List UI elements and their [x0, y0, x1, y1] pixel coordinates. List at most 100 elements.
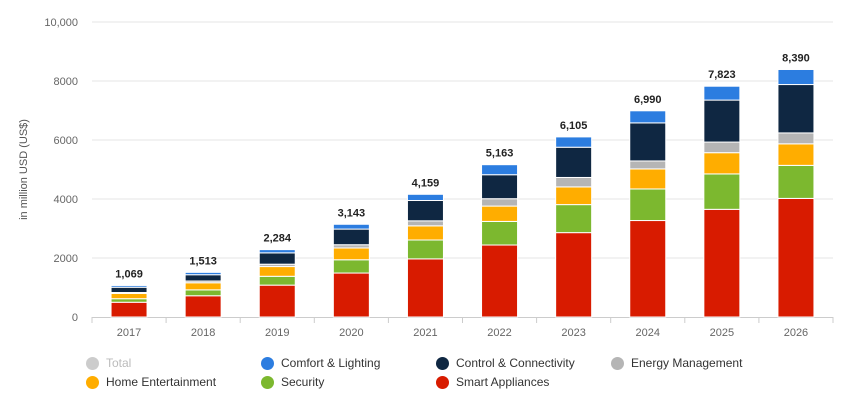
total-label: 5,163	[486, 148, 514, 160]
bar-segment-smart-appliances-2026	[777, 197, 815, 318]
legend-marker-home-entertainment	[86, 375, 99, 389]
bar-segment-home-entertainment-2018	[184, 282, 222, 291]
bar-segment-security-2024	[629, 188, 667, 222]
legend-label-smart-appliances: Smart Appliances	[456, 375, 550, 389]
bar-segment-home-entertainment-2025	[703, 152, 741, 175]
x-tick-label: 2017	[117, 327, 141, 339]
x-tick-label: 2024	[636, 327, 660, 339]
y-tick-label: 4000	[54, 194, 78, 206]
bar-segment-control-connectivity-2026	[777, 84, 815, 134]
bar-segment-smart-appliances-2020	[332, 272, 370, 318]
bar-segment-security-2018	[184, 289, 222, 297]
y-tick-label: 2000	[54, 253, 78, 265]
total-label: 4,159	[412, 177, 440, 189]
bar-segment-home-entertainment-2026	[777, 143, 815, 166]
bar-segment-control-connectivity-2019	[258, 252, 296, 265]
bar-segment-home-entertainment-2022	[481, 205, 519, 222]
bar-segment-smart-appliances-2022	[481, 244, 519, 318]
x-tick-label: 2021	[413, 327, 437, 339]
bar-segment-energy-management-2026	[777, 132, 815, 145]
stacked-bar-chart: 0 2000 4000 6000 8000 10,000 in million USD (U…	[18, 17, 834, 339]
legend-label-security: Security	[281, 375, 325, 389]
total-label: 1,069	[115, 268, 143, 280]
y-tick-label: 0	[72, 312, 78, 324]
y-tick-label: 10,000	[44, 17, 78, 29]
legend-marker-comfort-lighting	[261, 356, 274, 370]
legend-marker-energy-management	[611, 356, 624, 370]
x-tick-label: 2019	[265, 327, 289, 339]
bar-segment-control-connectivity-2018	[184, 274, 222, 282]
total-label: 7,823	[708, 69, 736, 81]
legend-marker-control-connectivity	[436, 356, 449, 370]
legend-label-home-entertainment: Home Entertainment	[106, 375, 217, 389]
bar-segment-security-2021	[406, 239, 444, 260]
total-label: 6,105	[560, 120, 588, 132]
bar-segment-control-connectivity-2024	[629, 122, 667, 162]
bar-segment-comfort-lighting-2025	[703, 85, 741, 101]
bar-segment-smart-appliances-2018	[184, 295, 222, 318]
bar-segment-control-connectivity-2025	[703, 99, 741, 143]
bar-segment-energy-management-2021	[406, 220, 444, 227]
bar-segment-security-2022	[481, 220, 519, 246]
legend-label-control-connectivity: Control & Connectivity	[456, 356, 575, 370]
bar-segment-home-entertainment-2023	[555, 186, 593, 206]
bar-segment-comfort-lighting-2017	[110, 284, 148, 288]
bar-segment-smart-appliances-2017	[110, 301, 148, 318]
legend-marker-total	[86, 356, 99, 370]
bar-segment-home-entertainment-2024	[629, 168, 667, 190]
bar-segment-security-2023	[555, 204, 593, 234]
bar-segment-security-2026	[777, 164, 815, 199]
bar-segment-comfort-lighting-2022	[481, 164, 519, 176]
bar-segment-home-entertainment-2017	[110, 292, 148, 300]
legend-label-energy-management: Energy Management	[631, 356, 743, 370]
bar-segment-security-2020	[332, 259, 370, 274]
y-axis-label: in million USD (US$)	[18, 119, 30, 220]
bar-segment-home-entertainment-2019	[258, 266, 296, 277]
legend-item-comfort-lighting[interactable]: Comfort & Lighting	[261, 356, 380, 370]
x-tick-label: 2025	[710, 327, 734, 339]
legend-item-home-entertainment[interactable]: Home Entertainment	[86, 375, 216, 389]
legend-label-comfort-lighting: Comfort & Lighting	[281, 356, 381, 370]
x-tick-label: 2022	[487, 327, 511, 339]
legend-marker-smart-appliances	[436, 375, 449, 389]
bar-segment-smart-appliances-2025	[703, 208, 741, 318]
legend-label-total: Total	[106, 356, 132, 370]
bar-segment-control-connectivity-2021	[406, 200, 444, 222]
x-tick-label: 2018	[191, 327, 215, 339]
total-label: 3,143	[338, 207, 366, 219]
bar-segment-energy-management-2022	[481, 198, 519, 207]
bar-segment-smart-appliances-2023	[555, 232, 593, 318]
legend-item-control-connectivity[interactable]: Control & Connectivity	[436, 356, 575, 370]
legend-item-security[interactable]: Security	[261, 375, 324, 389]
bar-segment-comfort-lighting-2018	[184, 271, 222, 276]
x-tick-label: 2020	[339, 327, 363, 339]
bar-segment-security-2017	[110, 298, 148, 303]
bar-segment-control-connectivity-2023	[555, 146, 593, 178]
bar-segment-comfort-lighting-2019	[258, 249, 296, 254]
x-tick-label: 2026	[784, 327, 808, 339]
bar-segment-control-connectivity-2020	[332, 228, 370, 246]
legend-item-smart-appliances[interactable]: Smart Appliances	[436, 375, 549, 389]
bar-segment-comfort-lighting-2023	[555, 136, 593, 148]
legend-item-total[interactable]: Total	[86, 356, 131, 370]
bar-segment-energy-management-2023	[555, 176, 593, 188]
bar-segment-home-entertainment-2021	[406, 225, 444, 241]
x-tick-label: 2023	[561, 327, 585, 339]
total-label: 8,390	[782, 52, 810, 64]
legend-item-energy-management[interactable]: Energy Management	[611, 356, 742, 370]
bar-segment-comfort-lighting-2021	[406, 193, 444, 202]
legend: Total Comfort & Lighting Control & Conne…	[86, 356, 786, 396]
total-label: 1,513	[189, 255, 217, 267]
bar-segment-control-connectivity-2022	[481, 174, 519, 200]
bar-segment-energy-management-2025	[703, 141, 741, 154]
bar-segment-comfort-lighting-2024	[629, 110, 667, 124]
total-label: 2,284	[263, 233, 291, 245]
bar-segment-control-connectivity-2017	[110, 286, 148, 294]
total-label: 6,990	[634, 94, 662, 106]
bar-segment-comfort-lighting-2020	[332, 223, 370, 230]
bar-segment-smart-appliances-2021	[406, 258, 444, 318]
bar-segment-energy-management-2024	[629, 160, 667, 170]
legend-marker-security	[261, 375, 274, 389]
y-tick-label: 8000	[54, 76, 78, 88]
